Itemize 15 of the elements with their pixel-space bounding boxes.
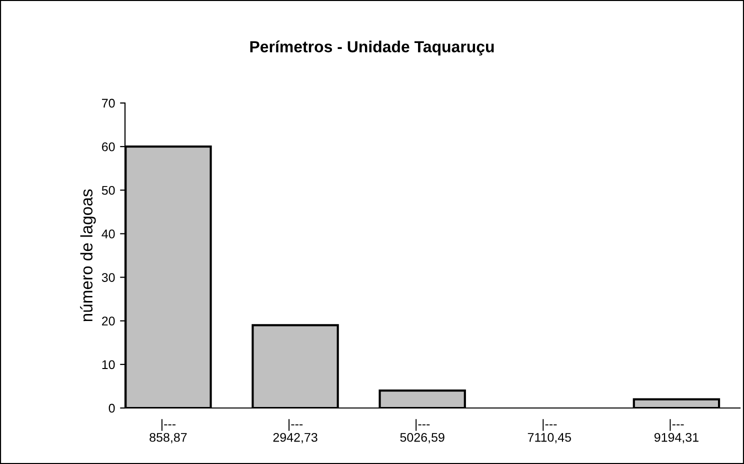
y-tick-label: 30 <box>102 273 115 282</box>
y-tick-label: 60 <box>102 142 115 152</box>
x-tick-label: |--- 858,87 <box>150 419 187 444</box>
x-tick-label: |--- 9194,31 <box>654 419 698 444</box>
x-tick-label: |--- 2942,73 <box>273 419 318 444</box>
y-tick-label: 40 <box>102 230 115 238</box>
y-tick-label: 50 <box>102 186 115 195</box>
y-tick-label: 70 <box>102 98 115 108</box>
chart-title: Perímetros - Unidade Taquaruçu <box>250 40 494 56</box>
y-axis-title: número de lagoas <box>80 189 96 322</box>
y-tick-label: 0 <box>108 404 115 413</box>
y-tick-label: 10 <box>102 360 115 370</box>
x-tick-label: |--- 5026,59 <box>400 419 444 444</box>
x-tick-label: |--- 7110,45 <box>528 419 572 444</box>
y-tick-label: 20 <box>102 316 115 326</box>
